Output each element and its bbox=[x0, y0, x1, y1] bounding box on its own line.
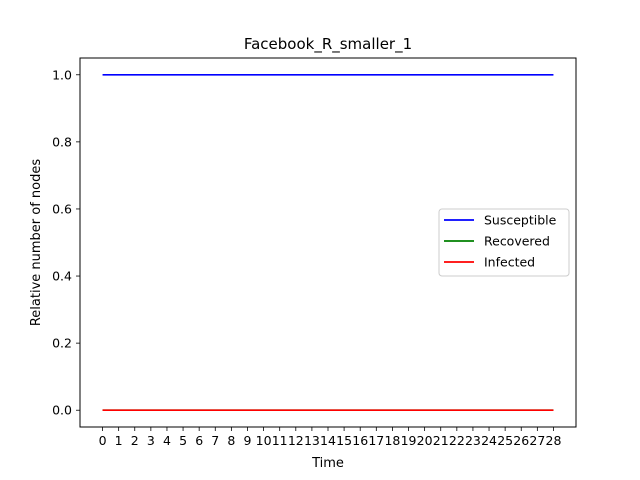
x-tick-label: 6 bbox=[195, 433, 203, 448]
x-tick-label: 5 bbox=[179, 433, 187, 448]
y-tick-label: 0.6 bbox=[52, 201, 72, 216]
x-tick-label: 13 bbox=[304, 433, 320, 448]
x-tick-label: 28 bbox=[546, 433, 562, 448]
x-tick-label: 18 bbox=[384, 433, 400, 448]
y-axis-ticks: 0.0 0.2 0.4 0.6 0.8 1.0 bbox=[52, 67, 80, 418]
x-tick-label: 24 bbox=[481, 433, 497, 448]
chart-title: Facebook_R_smaller_1 bbox=[244, 35, 412, 54]
x-tick-label: 19 bbox=[401, 433, 417, 448]
y-tick-label: 0.2 bbox=[52, 336, 72, 351]
x-axis-ticks: 0 1 2 3 4 5 6 7 8 9 10 11 12 13 14 15 16 17 18 19 20 21 22 23 24… bbox=[99, 427, 562, 448]
y-axis-label: Relative number of nodes bbox=[29, 159, 44, 327]
y-tick-label: 0.0 bbox=[52, 403, 72, 418]
x-tick-label: 0 bbox=[99, 433, 107, 448]
x-tick-label: 23 bbox=[465, 433, 481, 448]
x-tick-label: 8 bbox=[227, 433, 235, 448]
x-tick-label: 7 bbox=[211, 433, 219, 448]
x-tick-label: 27 bbox=[529, 433, 545, 448]
x-tick-label: 16 bbox=[352, 433, 368, 448]
x-tick-label: 2 bbox=[131, 433, 139, 448]
legend: Susceptible Recovered Infected bbox=[438, 208, 570, 277]
x-tick-label: 10 bbox=[256, 433, 272, 448]
y-tick-label: 1.0 bbox=[52, 67, 72, 82]
x-axis-label: Time bbox=[311, 456, 344, 471]
x-tick-label: 11 bbox=[272, 433, 288, 448]
x-tick-label: 21 bbox=[433, 433, 449, 448]
legend-box bbox=[438, 208, 570, 277]
legend-label-infected: Infected bbox=[484, 255, 535, 270]
x-tick-label: 15 bbox=[336, 433, 352, 448]
x-tick-label: 12 bbox=[288, 433, 304, 448]
x-tick-label: 1 bbox=[115, 433, 123, 448]
x-tick-label: 17 bbox=[368, 433, 384, 448]
x-tick-label: 3 bbox=[147, 433, 155, 448]
x-tick-label: 25 bbox=[497, 433, 513, 448]
x-tick-label: 4 bbox=[163, 433, 171, 448]
x-tick-label: 9 bbox=[244, 433, 252, 448]
legend-label-recovered: Recovered bbox=[484, 234, 550, 249]
legend-label-susceptible: Susceptible bbox=[484, 213, 557, 228]
x-tick-label: 20 bbox=[417, 433, 433, 448]
x-tick-label: 26 bbox=[513, 433, 529, 448]
series-layer bbox=[102, 73, 554, 412]
y-tick-label: 0.4 bbox=[52, 269, 72, 284]
x-tick-label: 14 bbox=[320, 433, 336, 448]
x-tick-label: 22 bbox=[449, 433, 465, 448]
y-tick-label: 0.8 bbox=[52, 134, 72, 149]
